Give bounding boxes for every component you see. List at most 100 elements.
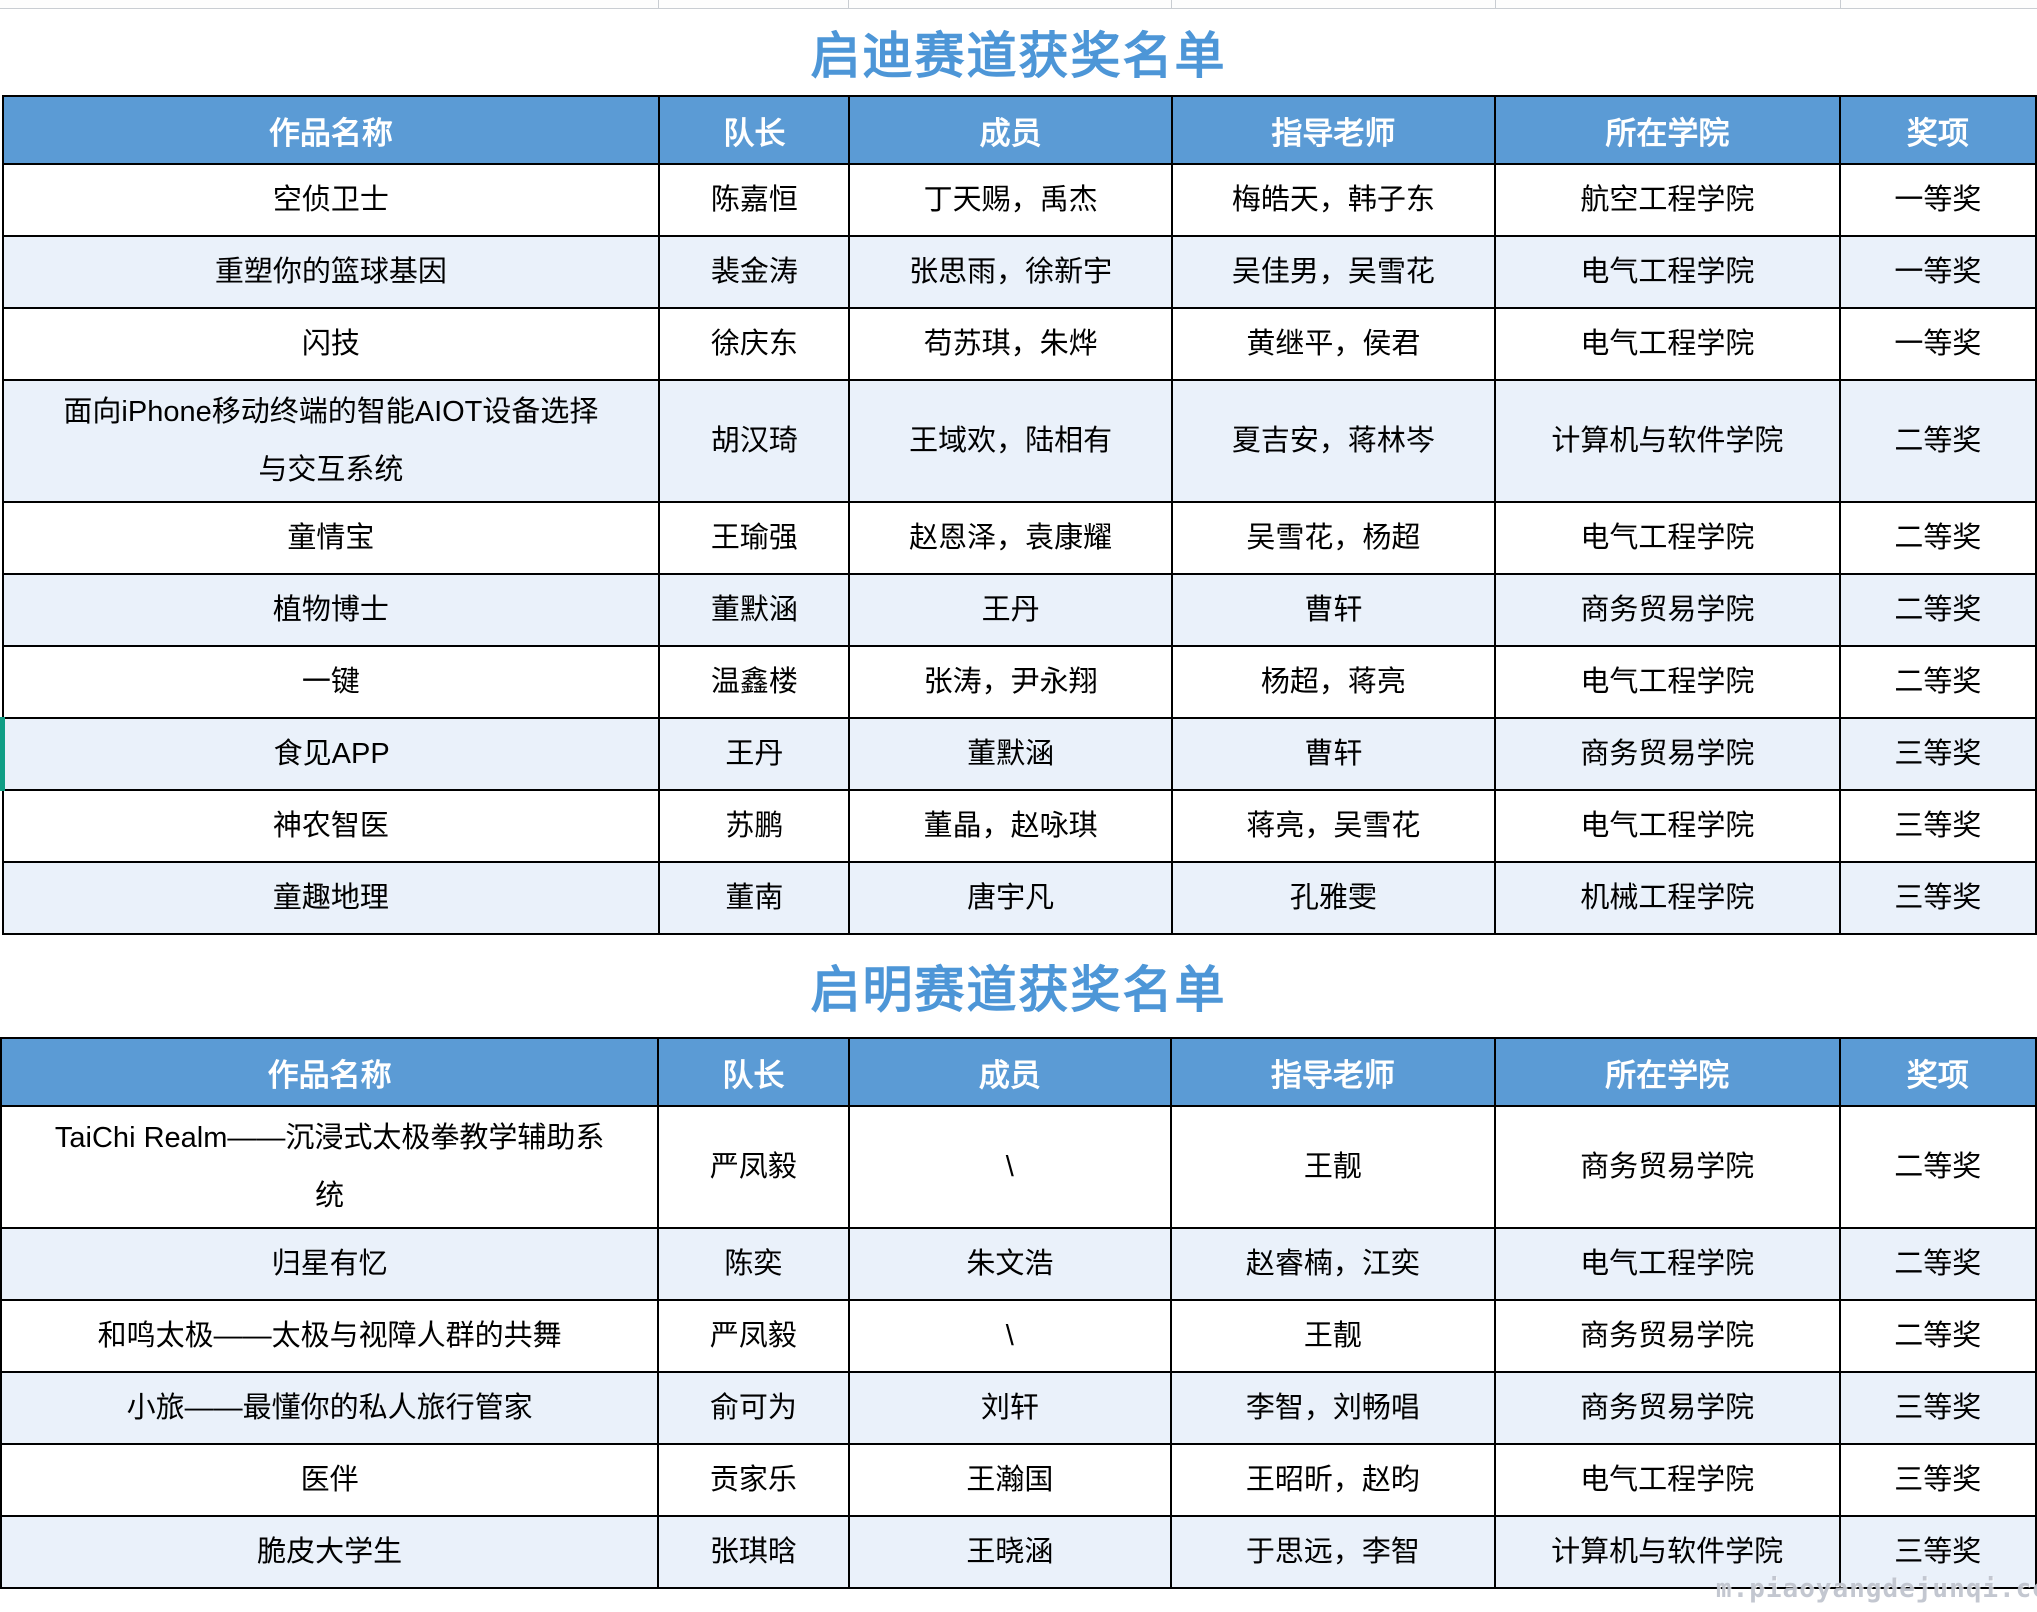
column-header: 作品名称 bbox=[1, 95, 661, 165]
table-row: 归星有忆 陈奕 朱文浩 赵睿楠，江奕 电气工程学院 二等奖 bbox=[0, 1227, 2037, 1301]
advisors-cell: 梅皓天，韩子东 bbox=[1170, 163, 1497, 237]
project-name-cell: 神农智医 bbox=[1, 789, 661, 863]
project-name-cell: 和鸣太极——太极与视障人群的共舞 bbox=[0, 1299, 660, 1373]
column-header: 指导老师 bbox=[1170, 1037, 1496, 1107]
captain-cell: 俞可为 bbox=[657, 1371, 850, 1445]
captain-cell: 陈嘉恒 bbox=[658, 163, 851, 237]
captain-cell: 严凤毅 bbox=[657, 1299, 850, 1373]
members-cell: 王丹 bbox=[848, 573, 1173, 647]
column-header: 队长 bbox=[658, 95, 851, 165]
table-row: 童趣地理 董南 唐宇凡 孔雅雯 机械工程学院 三等奖 bbox=[1, 861, 2037, 935]
project-name-cell: 童情宝 bbox=[1, 501, 661, 575]
table-row: 空侦卫士 陈嘉恒 丁天赐，禹杰 梅皓天，韩子东 航空工程学院 一等奖 bbox=[1, 163, 2037, 237]
award-cell: 二等奖 bbox=[1838, 573, 2037, 647]
clipped-row-remnant bbox=[0, 0, 2037, 9]
advisors-cell: 曹轩 bbox=[1170, 573, 1497, 647]
captain-cell: 温鑫楼 bbox=[658, 645, 851, 719]
award-cell: 三等奖 bbox=[1838, 1371, 2037, 1445]
college-cell: 电气工程学院 bbox=[1494, 789, 1841, 863]
table-row: 医伴 贡家乐 王瀚国 王昭昕，赵昀 电气工程学院 三等奖 bbox=[0, 1443, 2037, 1517]
gridline bbox=[1495, 0, 1497, 8]
advisors-cell: 吴佳男，吴雪花 bbox=[1170, 235, 1497, 309]
table-row: 一键 温鑫楼 张涛，尹永翔 杨超，蒋亮 电气工程学院 二等奖 bbox=[1, 645, 2037, 719]
table-row: TaiChi Realm——沉浸式太极拳教学辅助系统 严凤毅 \ 王靓 商务贸易学院 二等… bbox=[0, 1105, 2037, 1229]
advisors-cell: 王靓 bbox=[1170, 1105, 1496, 1229]
advisors-cell: 赵睿楠，江奕 bbox=[1170, 1227, 1496, 1301]
award-cell: 三等奖 bbox=[1838, 861, 2037, 935]
gridline bbox=[1840, 0, 1842, 8]
college-cell: 计算机与软件学院 bbox=[1493, 1515, 1841, 1589]
project-name-cell: 小旅——最懂你的私人旅行管家 bbox=[0, 1371, 660, 1445]
project-name-cell: 归星有忆 bbox=[0, 1227, 660, 1301]
project-name-cell: 医伴 bbox=[0, 1443, 660, 1517]
captain-cell: 董南 bbox=[658, 861, 851, 935]
advisors-cell: 吴雪花，杨超 bbox=[1170, 501, 1497, 575]
project-name-cell: 面向iPhone移动终端的智能AIOT设备选择与交互系统 bbox=[1, 379, 661, 503]
table-row: 和鸣太极——太极与视障人群的共舞 严凤毅 \ 王靓 商务贸易学院 二等奖 bbox=[0, 1299, 2037, 1373]
project-name-cell: 脆皮大学生 bbox=[0, 1515, 660, 1589]
table-header: 作品名称 队长 成员 指导老师 所在学院 奖项 bbox=[0, 1037, 2037, 1107]
advisors-cell: 黄继平，侯君 bbox=[1170, 307, 1497, 381]
advisors-cell: 蒋亮，吴雪花 bbox=[1170, 789, 1497, 863]
column-header: 奖项 bbox=[1838, 95, 2037, 165]
captain-cell: 胡汉琦 bbox=[658, 379, 851, 503]
college-cell: 航空工程学院 bbox=[1494, 163, 1841, 237]
gridline bbox=[1171, 0, 1173, 8]
members-cell: 王域欢，陆相有 bbox=[848, 379, 1173, 503]
award-cell: 二等奖 bbox=[1838, 1299, 2037, 1373]
advisors-cell: 曹轩 bbox=[1170, 717, 1497, 791]
college-cell: 电气工程学院 bbox=[1494, 645, 1841, 719]
project-name-cell: 重塑你的篮球基因 bbox=[1, 235, 661, 309]
award-cell: 一等奖 bbox=[1838, 163, 2037, 237]
members-cell: 唐宇凡 bbox=[848, 861, 1173, 935]
captain-cell: 陈奕 bbox=[657, 1227, 850, 1301]
project-name-cell: 植物博士 bbox=[1, 573, 661, 647]
advisors-cell: 杨超，蒋亮 bbox=[1170, 645, 1497, 719]
qiming-track-award-table: 作品名称 队长 成员 指导老师 所在学院 奖项 TaiChi Realm——沉浸式太极拳教… bbox=[0, 1037, 2037, 1589]
table-row: 脆皮大学生 张琪晗 王晓涵 于思远，李智 计算机与软件学院 三等奖 bbox=[0, 1515, 2037, 1589]
award-cell: 三等奖 bbox=[1838, 1515, 2037, 1589]
column-header: 所在学院 bbox=[1493, 1037, 1841, 1107]
site-watermark: m.piaoyangdejunqi.co bbox=[1715, 1574, 2037, 1604]
table-header: 作品名称 队长 成员 指导老师 所在学院 奖项 bbox=[1, 95, 2037, 165]
members-cell: 朱文浩 bbox=[847, 1227, 1173, 1301]
college-cell: 电气工程学院 bbox=[1493, 1443, 1841, 1517]
captain-cell: 张琪晗 bbox=[657, 1515, 850, 1589]
members-cell: 刘轩 bbox=[847, 1371, 1173, 1445]
members-cell: 张涛，尹永翔 bbox=[848, 645, 1173, 719]
members-cell: 王晓涵 bbox=[847, 1515, 1173, 1589]
project-name-cell: 空侦卫士 bbox=[1, 163, 661, 237]
college-cell: 电气工程学院 bbox=[1494, 501, 1841, 575]
captain-cell: 徐庆东 bbox=[658, 307, 851, 381]
college-cell: 商务贸易学院 bbox=[1494, 573, 1841, 647]
award-cell: 一等奖 bbox=[1838, 307, 2037, 381]
gridline bbox=[657, 0, 659, 8]
table-row: 童情宝 王瑜强 赵恩泽，袁康耀 吴雪花，杨超 电气工程学院 二等奖 bbox=[1, 501, 2037, 575]
captain-cell: 王丹 bbox=[658, 717, 851, 791]
captain-cell: 裴金涛 bbox=[658, 235, 851, 309]
college-cell: 商务贸易学院 bbox=[1493, 1105, 1841, 1229]
award-cell: 二等奖 bbox=[1838, 501, 2037, 575]
captain-cell: 严凤毅 bbox=[657, 1105, 850, 1229]
award-cell: 三等奖 bbox=[1838, 789, 2037, 863]
column-header: 作品名称 bbox=[0, 1037, 660, 1107]
advisors-cell: 孔雅雯 bbox=[1170, 861, 1497, 935]
captain-cell: 苏鹏 bbox=[658, 789, 851, 863]
college-cell: 商务贸易学院 bbox=[1494, 717, 1841, 791]
members-cell: 王瀚国 bbox=[847, 1443, 1173, 1517]
table-row: 闪技 徐庆东 苟苏琪，朱烨 黄继平，侯君 电气工程学院 一等奖 bbox=[1, 307, 2037, 381]
award-cell: 三等奖 bbox=[1838, 1443, 2037, 1517]
project-name-cell: 闪技 bbox=[1, 307, 661, 381]
column-header: 指导老师 bbox=[1170, 95, 1497, 165]
table-row: 神农智医 苏鹏 董晶，赵咏琪 蒋亮，吴雪花 电气工程学院 三等奖 bbox=[1, 789, 2037, 863]
advisors-cell: 夏吉安，蒋林岑 bbox=[1170, 379, 1497, 503]
table-row: 面向iPhone移动终端的智能AIOT设备选择与交互系统 胡汉琦 王域欢，陆相有 夏吉… bbox=[1, 379, 2037, 503]
college-cell: 商务贸易学院 bbox=[1493, 1299, 1841, 1373]
column-header: 奖项 bbox=[1838, 1037, 2037, 1107]
award-cell: 二等奖 bbox=[1838, 645, 2037, 719]
award-cell: 二等奖 bbox=[1838, 1105, 2037, 1229]
column-header: 所在学院 bbox=[1494, 95, 1841, 165]
table-row: 重塑你的篮球基因 裴金涛 张思雨，徐新宇 吴佳男，吴雪花 电气工程学院 一等奖 bbox=[1, 235, 2037, 309]
section-title-qidi-track: 启迪赛道获奖名单 bbox=[810, 28, 1227, 84]
